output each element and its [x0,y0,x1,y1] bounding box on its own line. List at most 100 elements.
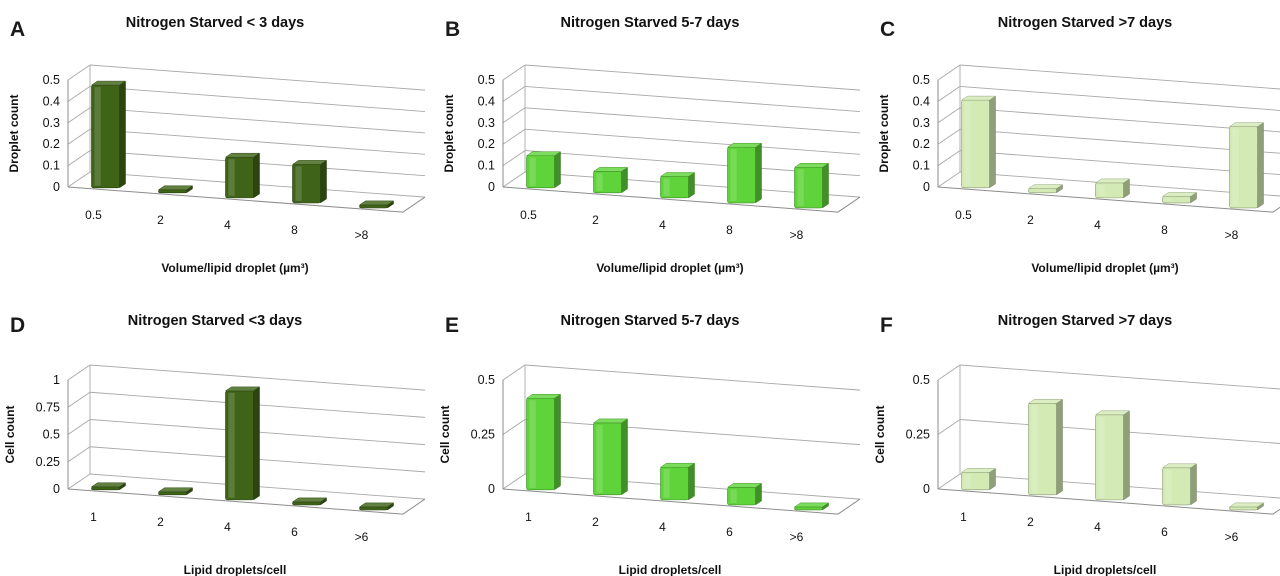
bar-top [1027,399,1064,404]
y-tick-label: 0.2 [43,137,60,151]
chart-title: Nitrogen Starved < 3 days [126,15,305,31]
bar-highlight [228,392,235,498]
y-tick-label: 0.5 [43,73,60,87]
bar-top [1228,502,1265,508]
gridline [524,107,861,134]
bar-top [592,167,629,172]
gridline-side [67,107,91,124]
bar-top [291,160,328,165]
gridline-side [937,64,961,81]
y-tick-label: 0.5 [913,373,930,387]
bar-side [1056,398,1063,496]
panel-letter: C [880,18,895,41]
bar-side [621,418,628,496]
gridline-side [502,150,526,166]
y-tick-label: 0 [488,180,495,194]
x-tick-label: 8 [1161,223,1168,237]
panel-letter: B [445,18,460,41]
x-axis-label: Volume/lipid droplet (µm³) [1031,261,1178,275]
gridline-side [502,364,526,381]
bar-b-3 [659,172,696,199]
bar-c-4 [1161,192,1198,204]
bar-a-1 [90,80,127,189]
bar-side [554,151,561,189]
y-tick-label: 0.25 [36,455,60,469]
bar-e-2 [592,418,629,496]
gridline [89,364,426,391]
bar-top [960,468,997,473]
bar-e-3 [659,462,696,501]
bar-c-5 [1228,122,1265,209]
bar-highlight [228,159,235,196]
x-tick-label: 2 [157,213,164,227]
bar-highlight [529,400,536,488]
bar-highlight [94,87,101,186]
bar-highlight [1232,128,1239,206]
bar-front [359,204,388,209]
gridline-side [67,171,91,188]
y-tick-label: 0.5 [478,373,495,387]
x-tick-label: 4 [1094,218,1101,232]
bar-top [224,152,261,158]
y-tick-label: 0.1 [43,159,60,173]
floor-edge [502,186,861,213]
bar-side [989,95,996,189]
chart-title: Nitrogen Starved <3 days [128,313,302,329]
gridline-side [67,64,91,81]
gridline-side [67,150,91,166]
bar-front [158,189,187,194]
y-tick-label: 0.2 [478,137,495,151]
bar-top [90,80,127,86]
gridline-side [937,171,961,188]
bar-side [119,80,126,189]
gridline [89,85,426,112]
y-axis-label: Droplet count [877,95,891,173]
y-axis-label: Droplet count [442,95,456,173]
bar-highlight [295,166,302,201]
gridline-side [502,64,526,81]
panel-letter: D [10,314,25,337]
bar-d-1 [90,482,127,491]
x-tick-label: >8 [1225,228,1239,242]
y-tick-label: 0.5 [43,428,60,442]
bar-highlight [730,149,737,201]
x-tick-label: 8 [291,223,298,237]
chart-title: Nitrogen Starved >7 days [998,15,1172,31]
y-axis-label: Cell count [438,405,452,463]
bar-side [688,462,695,501]
x-axis-label: Lipid droplets/cell [619,563,722,576]
floor-edge [67,488,426,515]
x-tick-label: 2 [592,213,599,227]
x-tick-label: 6 [291,525,298,539]
chart-panel-e: E Nitrogen Starved 5-7 days 0 0.25 0.5 Cell c… [438,313,861,576]
gridline-side [502,473,526,490]
x-tick-label: 2 [157,515,164,529]
bar-front [794,506,823,511]
bar-e-1 [525,393,562,491]
y-tick-label: 0.3 [913,116,930,130]
gridline [524,64,861,91]
bar-top [291,497,328,503]
y-tick-label: 0.3 [478,116,495,130]
y-tick-label: 0.4 [913,94,930,108]
x-axis-label: Volume/lipid droplet (µm³) [596,261,743,275]
bar-a-2 [157,185,194,194]
bar-top [726,483,763,488]
bar-highlight [663,178,670,196]
bar-highlight [1098,184,1105,196]
chart-panel-b: B Nitrogen Starved 5-7 days 0 0.1 0.2 0.3 0.4 0… [442,15,861,275]
x-tick-label: >6 [1225,530,1239,544]
bar-e-5 [793,502,830,511]
panel-letter: F [880,314,893,337]
bar-a-3 [224,152,261,199]
bar-d-2 [157,487,194,496]
gridline-side [67,364,91,381]
bar-highlight [964,474,971,488]
gridline [89,128,426,155]
bar-top [960,95,997,101]
gridline-side [502,107,526,124]
chart-title: Nitrogen Starved 5-7 days [561,15,740,31]
bar-b-5 [793,162,830,209]
bar-c-2 [1027,184,1064,194]
